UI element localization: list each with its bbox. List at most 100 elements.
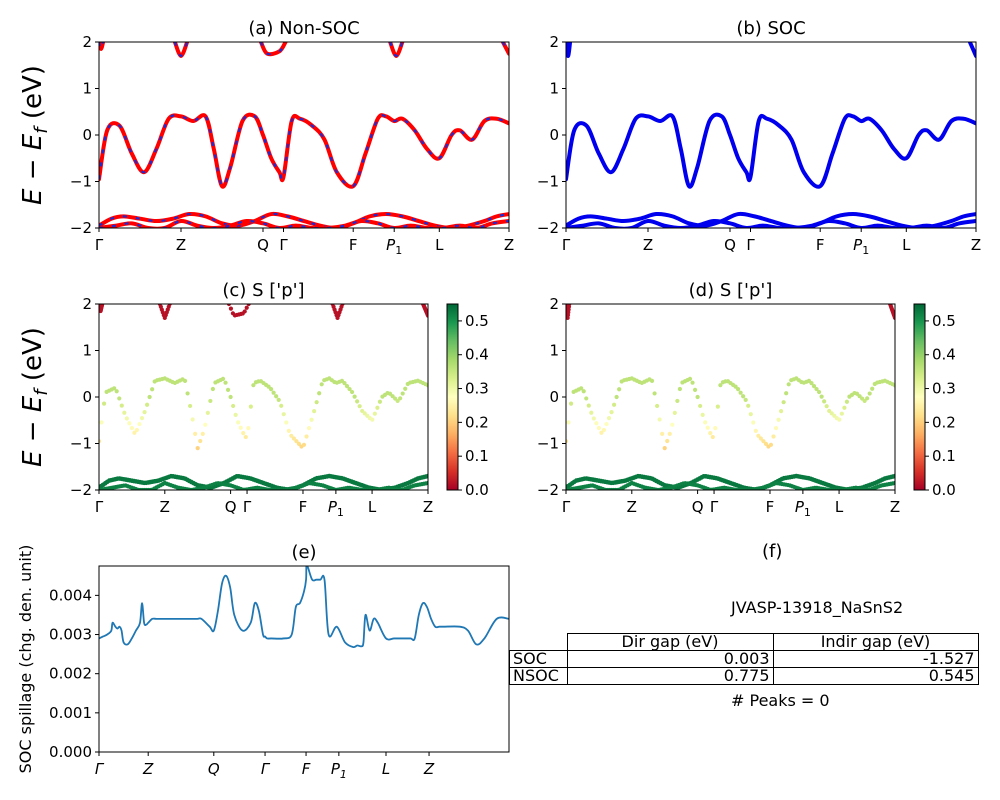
- panel-title-b: (b) SOC: [736, 18, 805, 39]
- scatter-point-d: [865, 396, 870, 401]
- colorbar-tick-label-c: 0.3: [465, 380, 489, 398]
- gap-table-cell-dir: 0.003: [566, 650, 774, 668]
- x-tick-label-d: F: [766, 498, 775, 516]
- scatter-point-d: [675, 398, 680, 404]
- scatter-point-d: [761, 439, 766, 444]
- scatter-point-d: [751, 420, 756, 425]
- y-axis-label-a: E − Ef (eV): [18, 65, 52, 205]
- scatter-point-c: [119, 403, 124, 408]
- scatter-point-d: [738, 390, 743, 395]
- scatter-point-d: [677, 386, 682, 392]
- scatter-point-d: [655, 403, 660, 409]
- gap-table-row-label: SOC: [509, 650, 568, 668]
- x-tick-label-a: F: [349, 236, 358, 254]
- colorbar-tick-label-c: 0.1: [465, 447, 489, 465]
- scatter-point-c: [220, 376, 226, 381]
- scatter-point-c: [357, 404, 362, 409]
- x-tick-label-d: Γ: [562, 498, 571, 516]
- scatter-point-c: [100, 304, 105, 307]
- scatter-point-c: [349, 389, 355, 395]
- x-tick-label-e: Z: [423, 760, 435, 778]
- scatter-point-c: [127, 421, 132, 426]
- scatter-point-c: [246, 426, 251, 431]
- y-tick-label-e: 0.002: [49, 665, 92, 683]
- scatter-point-d: [713, 426, 718, 431]
- scatter-point-d: [746, 403, 751, 408]
- x-tick-label-c: F: [299, 498, 308, 516]
- y-tick-label-a: 2: [82, 33, 92, 51]
- scatter-point-c: [281, 412, 286, 417]
- scatter-point-c: [208, 398, 213, 404]
- x-tick-label-c: Q: [225, 498, 237, 516]
- scatter-point-c: [233, 412, 238, 417]
- scatter-point-c: [231, 403, 236, 409]
- scatter-point-c: [147, 394, 152, 400]
- y-tick-label-a: 1: [82, 80, 92, 98]
- scatter-point-c: [205, 410, 210, 415]
- scatter-point-c: [142, 410, 147, 415]
- colorbar-tick-label-d: 0.5: [932, 312, 956, 330]
- scatter-point-d: [690, 380, 695, 385]
- scatter-point-d: [822, 399, 827, 404]
- scatter-point-c: [317, 391, 322, 396]
- x-tick-label-c: L: [368, 498, 377, 516]
- scatter-point-c: [238, 425, 243, 430]
- scatter-point-d: [584, 396, 589, 401]
- scatter-point-c: [144, 402, 150, 407]
- y-tick-label-a: 0: [82, 126, 92, 144]
- scatter-point-c: [150, 387, 155, 392]
- panel-d-projected-bands: [566, 304, 895, 490]
- band-line-overlay-a: [173, 42, 189, 58]
- band-line-b: [566, 42, 573, 58]
- scatter-point-d: [700, 412, 705, 417]
- scatter-point-d: [768, 442, 774, 447]
- band-line-overlay-a: [99, 113, 509, 188]
- gap-table-row-soc: SOC 0.003 -1.527: [509, 650, 979, 668]
- scatter-point-c: [248, 404, 253, 409]
- scatter-point-c: [286, 428, 291, 433]
- y-tick-label-c: 1: [82, 342, 92, 360]
- gap-table: Dir gap (eV) Indir gap (eV) SOC 0.003 -1…: [509, 633, 979, 685]
- y-tick-label-c: 0: [82, 388, 92, 406]
- scatter-point-d: [718, 383, 723, 388]
- y-tick-label-d: 1: [549, 342, 559, 360]
- scatter-point-d: [892, 473, 895, 479]
- scatter-point-d: [617, 387, 622, 392]
- scatter-point-d: [614, 394, 619, 400]
- scatter-point-d: [786, 382, 791, 387]
- scatter-point-c: [244, 305, 249, 310]
- colorbar-tick-label-d: 0.4: [932, 346, 956, 364]
- x-tick-label-e: Γ: [95, 760, 105, 778]
- x-tick-label-a: P1: [386, 236, 402, 257]
- scatter-point-d: [594, 421, 599, 426]
- scatter-point-d: [611, 402, 617, 407]
- gap-table-cell-dir: 0.775: [566, 667, 774, 685]
- scatter-point-c: [167, 304, 172, 307]
- scatter-point-d: [710, 434, 715, 440]
- x-tick-label-b: Γ: [562, 236, 571, 254]
- scatter-point-c: [242, 309, 247, 314]
- scatter-point-c: [182, 378, 188, 384]
- x-tick-label-d: Γ: [710, 498, 719, 516]
- scatter-point-d: [568, 401, 574, 406]
- scatter-point-d: [779, 409, 784, 414]
- scatter-point-c: [122, 410, 127, 415]
- x-tick-label-a: Q: [257, 236, 269, 254]
- colorbar-tick-label-c: 0.5: [465, 312, 489, 330]
- x-tick-label-a: Γ: [279, 236, 288, 254]
- scatter-point-c: [274, 394, 279, 399]
- scatter-point-c: [306, 426, 312, 431]
- y-tick-label-a: −1: [70, 173, 92, 191]
- x-tick-label-b: Γ: [746, 236, 755, 254]
- x-tick-label-e: Γ: [261, 760, 271, 778]
- panel-b-band-structure: [566, 42, 976, 228]
- scatter-point-c: [188, 403, 193, 409]
- gap-table-row-nsoc: NSOC 0.775 0.545: [509, 667, 979, 685]
- y-axis-label-c: E − Ef (eV): [18, 327, 52, 467]
- scatter-point-c: [304, 434, 309, 439]
- scatter-point-d: [842, 405, 847, 410]
- scatter-point-c: [312, 409, 317, 414]
- scatter-point-c: [425, 313, 428, 318]
- scatter-point-c: [112, 386, 117, 391]
